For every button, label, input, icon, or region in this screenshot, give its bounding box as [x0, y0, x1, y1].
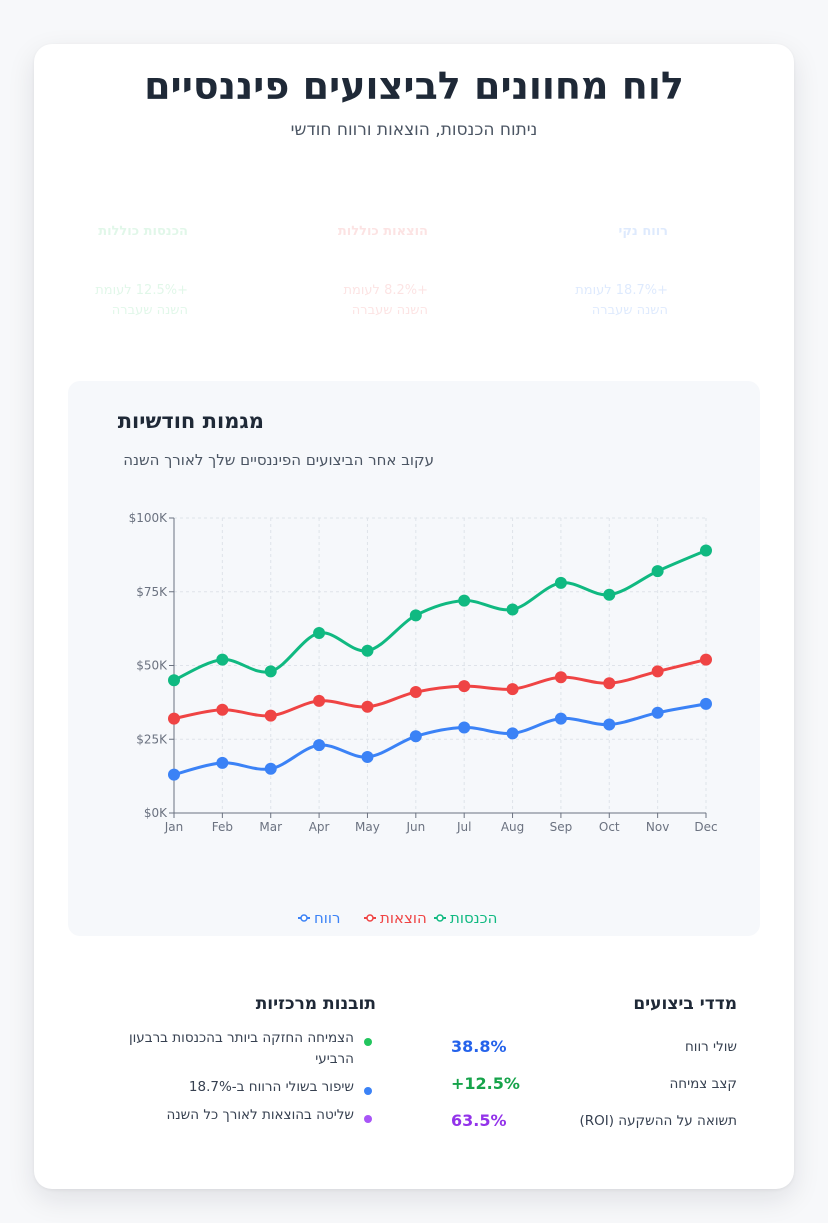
- data-point: [603, 718, 616, 731]
- data-point: [168, 768, 180, 781]
- insights-title: תובנות מרכזיות: [255, 994, 376, 1014]
- x-tick-label: Mar: [259, 820, 282, 834]
- data-point: [264, 762, 277, 775]
- kpi-total-revenue: הכנסות כוללות +12.5% לעומת השנה שעברה: [0, 224, 188, 334]
- metric-row: תשואה על ההשקעה (ROI) 63.5%: [451, 1102, 737, 1139]
- data-point: [361, 750, 374, 763]
- kpi-label: רווח נקי: [618, 224, 669, 239]
- x-tick-label: May: [355, 820, 380, 834]
- page-title: לוח מחוונים לביצועים פיננסיים: [144, 64, 684, 108]
- data-point: [168, 712, 180, 725]
- x-tick-label: Feb: [212, 820, 233, 834]
- legend-swatch-dot: [436, 914, 444, 922]
- performance-metrics: מדדי ביצועים שולי רווח 38.8% קצב צמיחה +…: [451, 994, 737, 1139]
- chart-title: מגמות חודשיות: [117, 409, 264, 433]
- x-tick-label: Apr: [309, 820, 330, 834]
- bullet-dot: [364, 1038, 372, 1046]
- x-tick-label: Aug: [501, 820, 524, 834]
- data-point: [506, 727, 519, 740]
- y-tick-label: $50K: [136, 659, 168, 673]
- metric-row: שולי רווח 38.8%: [451, 1028, 737, 1065]
- kpi-net-profit: רווח נקי +18.7% לעומת השנה שעברה: [468, 224, 668, 334]
- bullet-dot: [364, 1115, 372, 1123]
- kpi-label: הכנסות כוללות: [98, 224, 188, 239]
- legend-label: רווח: [314, 909, 340, 927]
- metric-value: +12.5%: [451, 1074, 520, 1093]
- legend-swatch-dot: [366, 914, 374, 922]
- metric-value: 63.5%: [451, 1111, 507, 1130]
- x-tick-label: Jun: [405, 820, 425, 834]
- y-tick-label: $75K: [136, 585, 168, 599]
- data-point: [651, 665, 664, 678]
- metric-label: קצב צמיחה: [669, 1075, 737, 1092]
- x-tick-label: Sep: [550, 820, 573, 834]
- metric-label: תשואה על ההשקעה (ROI): [579, 1112, 737, 1129]
- data-point: [361, 700, 374, 713]
- data-point: [651, 565, 664, 578]
- kpi-change: +12.5% לעומת השנה שעברה: [95, 283, 188, 318]
- metric-value: 38.8%: [451, 1037, 507, 1056]
- insight-text: הצמיחה החזקה ביותר בהכנסות ברבעון הרביעי: [128, 1030, 354, 1067]
- data-point: [264, 665, 277, 678]
- data-point: [313, 739, 326, 752]
- key-insights: תובנות מרכזיות הצמיחה החזקה ביותר בהכנסו…: [96, 994, 376, 1133]
- data-point: [361, 644, 374, 657]
- dashboard-card: לוח מחוונים לביצועים פיננסיים ניתוח הכנס…: [34, 44, 794, 1189]
- kpi-total-expenses: הוצאות כוללות +8.2% לעומת השנה שעברה: [228, 224, 428, 334]
- x-tick-label: Nov: [646, 820, 669, 834]
- x-tick-label: Jul: [456, 820, 471, 834]
- data-point: [700, 544, 712, 557]
- data-point: [458, 680, 471, 693]
- data-point: [409, 730, 422, 743]
- y-tick-label: $0K: [144, 806, 168, 820]
- legend-label: הכנסות: [450, 909, 497, 927]
- data-point: [458, 594, 471, 607]
- legend-swatch-dot: [300, 914, 308, 922]
- metrics-title: מדדי ביצועים: [633, 994, 737, 1014]
- data-point: [216, 703, 229, 716]
- data-point: [700, 653, 712, 666]
- kpi-label: הוצאות כוללות: [337, 224, 428, 239]
- chart-subtitle: עקוב אחר הביצועים הפיננסיים שלך לאורך הש…: [123, 451, 434, 469]
- line-chart: $0K $25K $50K $75K $100K Jan Feb Mar Apr May Jun Ju…: [129, 511, 718, 927]
- data-point: [603, 677, 616, 690]
- kpi-change: +18.7% לעומת השנה שעברה: [575, 283, 668, 318]
- data-point: [409, 686, 422, 699]
- insight-item: שיפור בשולי הרווח ב-18.7%: [96, 1077, 376, 1098]
- x-tick-label: Oct: [599, 820, 620, 834]
- data-point: [700, 697, 712, 710]
- data-point: [313, 627, 326, 640]
- data-point: [506, 683, 519, 696]
- data-point: [554, 576, 567, 589]
- data-point: [168, 674, 180, 687]
- x-tick-label: Jan: [164, 820, 184, 834]
- data-point: [264, 709, 277, 722]
- kpi-row: רווח נקי +18.7% לעומת השנה שעברה הוצאות …: [34, 224, 794, 334]
- data-point: [651, 706, 664, 719]
- data-point: [409, 609, 422, 622]
- y-tick-label: $100K: [129, 511, 169, 525]
- x-tick-label: Dec: [694, 820, 717, 834]
- insight-text: שליטה בהוצאות לאורך כל השנה: [166, 1107, 354, 1123]
- series-line: [173, 549, 707, 682]
- page-subtitle: ניתוח הכנסות, הוצאות ורווח חודשי: [290, 120, 538, 140]
- legend-label: הוצאות: [380, 909, 427, 927]
- insight-text: שיפור בשולי הרווח ב-18.7%: [188, 1079, 354, 1095]
- kpi-change: +8.2% לעומת השנה שעברה: [343, 283, 428, 318]
- chart-panel: מגמות חודשיות עקוב אחר הביצועים הפיננסיי…: [68, 381, 760, 936]
- data-point: [506, 603, 519, 616]
- insight-item: שליטה בהוצאות לאורך כל השנה: [96, 1105, 376, 1126]
- data-point: [554, 671, 567, 684]
- data-point: [313, 694, 326, 707]
- insight-item: הצמיחה החזקה ביותר בהכנסות ברבעון הרביעי: [96, 1028, 376, 1070]
- data-point: [216, 653, 229, 666]
- metric-label: שולי רווח: [684, 1038, 737, 1055]
- bullet-dot: [364, 1087, 372, 1095]
- data-point: [458, 721, 471, 734]
- metric-row: קצב צמיחה +12.5%: [451, 1065, 737, 1102]
- data-point: [216, 756, 229, 769]
- y-tick-label: $25K: [136, 732, 168, 746]
- data-point: [603, 588, 616, 601]
- data-point: [554, 712, 567, 725]
